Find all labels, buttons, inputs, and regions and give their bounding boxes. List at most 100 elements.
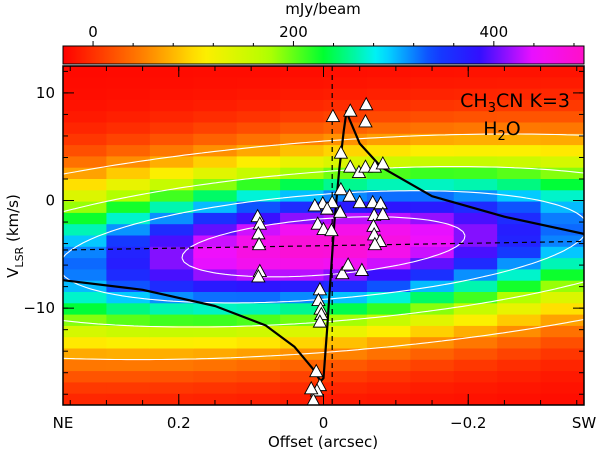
heatmap-pixel (149, 99, 194, 112)
heatmap-pixel (193, 179, 238, 191)
heatmap-pixel (540, 292, 584, 304)
x-axis-end-left: NE (53, 414, 74, 432)
colorbar-label: mJy/beam (285, 0, 361, 18)
heatmap-pixel (236, 280, 281, 293)
heatmap-pixel (106, 167, 151, 180)
h2o-maser-marker (358, 159, 373, 173)
h2o-maser-markers (250, 96, 391, 405)
heatmap-pixel (236, 371, 281, 383)
heatmap-pixel (193, 133, 238, 146)
h2o-maser-marker (251, 268, 266, 283)
heatmap-pixel (236, 314, 281, 327)
heatmap-pixel (540, 201, 584, 214)
heatmap-pixel (106, 66, 151, 78)
heatmap-pixel (236, 348, 281, 361)
heatmap-pixel (410, 111, 455, 124)
heatmap-pixel (366, 235, 411, 248)
heatmap-pixel (193, 258, 238, 270)
y-tick-label: 10 (36, 84, 55, 102)
heatmap-pixel (323, 303, 368, 316)
heatmap-pixel (106, 348, 151, 361)
h2o-maser-marker (324, 222, 339, 237)
heatmap-pixel (497, 99, 542, 112)
h2o-maser-marker (375, 155, 391, 170)
heatmap-pixel (63, 133, 108, 146)
h2o-maser-marker (373, 195, 388, 210)
heatmap-pixel (149, 246, 194, 259)
heatmap-pixel (63, 359, 108, 372)
contour-180 (63, 166, 584, 328)
heatmap-pixel (106, 212, 151, 225)
heatmap-pixel (323, 212, 368, 225)
heatmap-pixel (497, 393, 542, 405)
heatmap-pixel (323, 382, 368, 395)
heatmap-pixel (366, 246, 411, 259)
heatmap-pixel (540, 325, 584, 338)
heatmap-pixel (497, 235, 542, 248)
heatmap-pixel (453, 269, 498, 282)
heatmap-pixel (236, 111, 281, 124)
heatmap-pixel (106, 359, 151, 372)
heatmap-pixel (280, 371, 325, 383)
heatmap-pixel (193, 359, 238, 372)
heatmap-pixel (323, 179, 368, 191)
heatmap-pixel (410, 167, 455, 180)
heatmap-pixel (323, 359, 368, 372)
heatmap-pixel (497, 179, 542, 191)
x-tick-label: −0.2 (450, 414, 486, 432)
heatmap-pixel (149, 224, 194, 237)
heatmap-pixel (236, 66, 281, 78)
heatmap-pixel (63, 122, 108, 135)
y-tick-label: 0 (45, 192, 55, 210)
heatmap-pixel (149, 156, 194, 169)
heatmap-pixel (149, 167, 194, 180)
heatmap-pixel (236, 382, 281, 395)
heatmap-pixel (540, 145, 584, 157)
heatmap-pixel (63, 258, 108, 270)
heatmap-pixel (453, 348, 498, 361)
h2o-maser-marker (358, 114, 373, 128)
heatmap-pixel (366, 77, 411, 90)
heatmap-pixel (63, 156, 108, 169)
heatmap-pixel (323, 145, 368, 157)
h2o-maser-marker (312, 281, 328, 296)
heatmap-pixel (366, 190, 411, 203)
heatmap-pixel (453, 314, 498, 327)
heatmap-pixel (453, 190, 498, 203)
heatmap-pixel (497, 325, 542, 338)
heatmap-pixel (540, 179, 584, 191)
h2o-maser-marker (352, 194, 367, 209)
heatmap-pixel (540, 382, 584, 395)
heatmap-pixel (280, 314, 325, 327)
heatmap-pixel (366, 99, 411, 112)
heatmap-pixel (540, 393, 584, 405)
heatmap-pixel (410, 88, 455, 101)
heatmap-pixel (323, 280, 368, 293)
heatmap-pixel (323, 224, 368, 237)
heatmap-pixel (106, 280, 151, 293)
heatmap-pixel (366, 337, 411, 350)
heatmap-pixel (410, 246, 455, 259)
heatmap-pixel (193, 280, 238, 293)
heatmap-pixel (149, 88, 194, 101)
heatmap-pixel (366, 359, 411, 372)
heatmap-pixel (63, 88, 108, 101)
heatmap-pixel (236, 201, 281, 214)
heatmap-pixel (106, 145, 151, 157)
fit-line (63, 240, 584, 251)
h2o-maser-marker (342, 188, 357, 202)
heatmap-pixel (106, 303, 151, 316)
heatmap-pixel (540, 133, 584, 146)
heatmap-pixel (280, 235, 325, 248)
heatmap-pixel (280, 133, 325, 146)
heatmap-pixel (453, 292, 498, 304)
heatmap-pixel (366, 314, 411, 327)
colorbar-gradient (62, 45, 585, 65)
heatmap-pixel (366, 348, 411, 361)
heatmap-pixel (410, 269, 455, 282)
heatmap-pixel (453, 246, 498, 259)
heatmap-pixel (323, 235, 368, 248)
heatmap-pixel (453, 382, 498, 395)
heatmap-pixel (280, 303, 325, 316)
